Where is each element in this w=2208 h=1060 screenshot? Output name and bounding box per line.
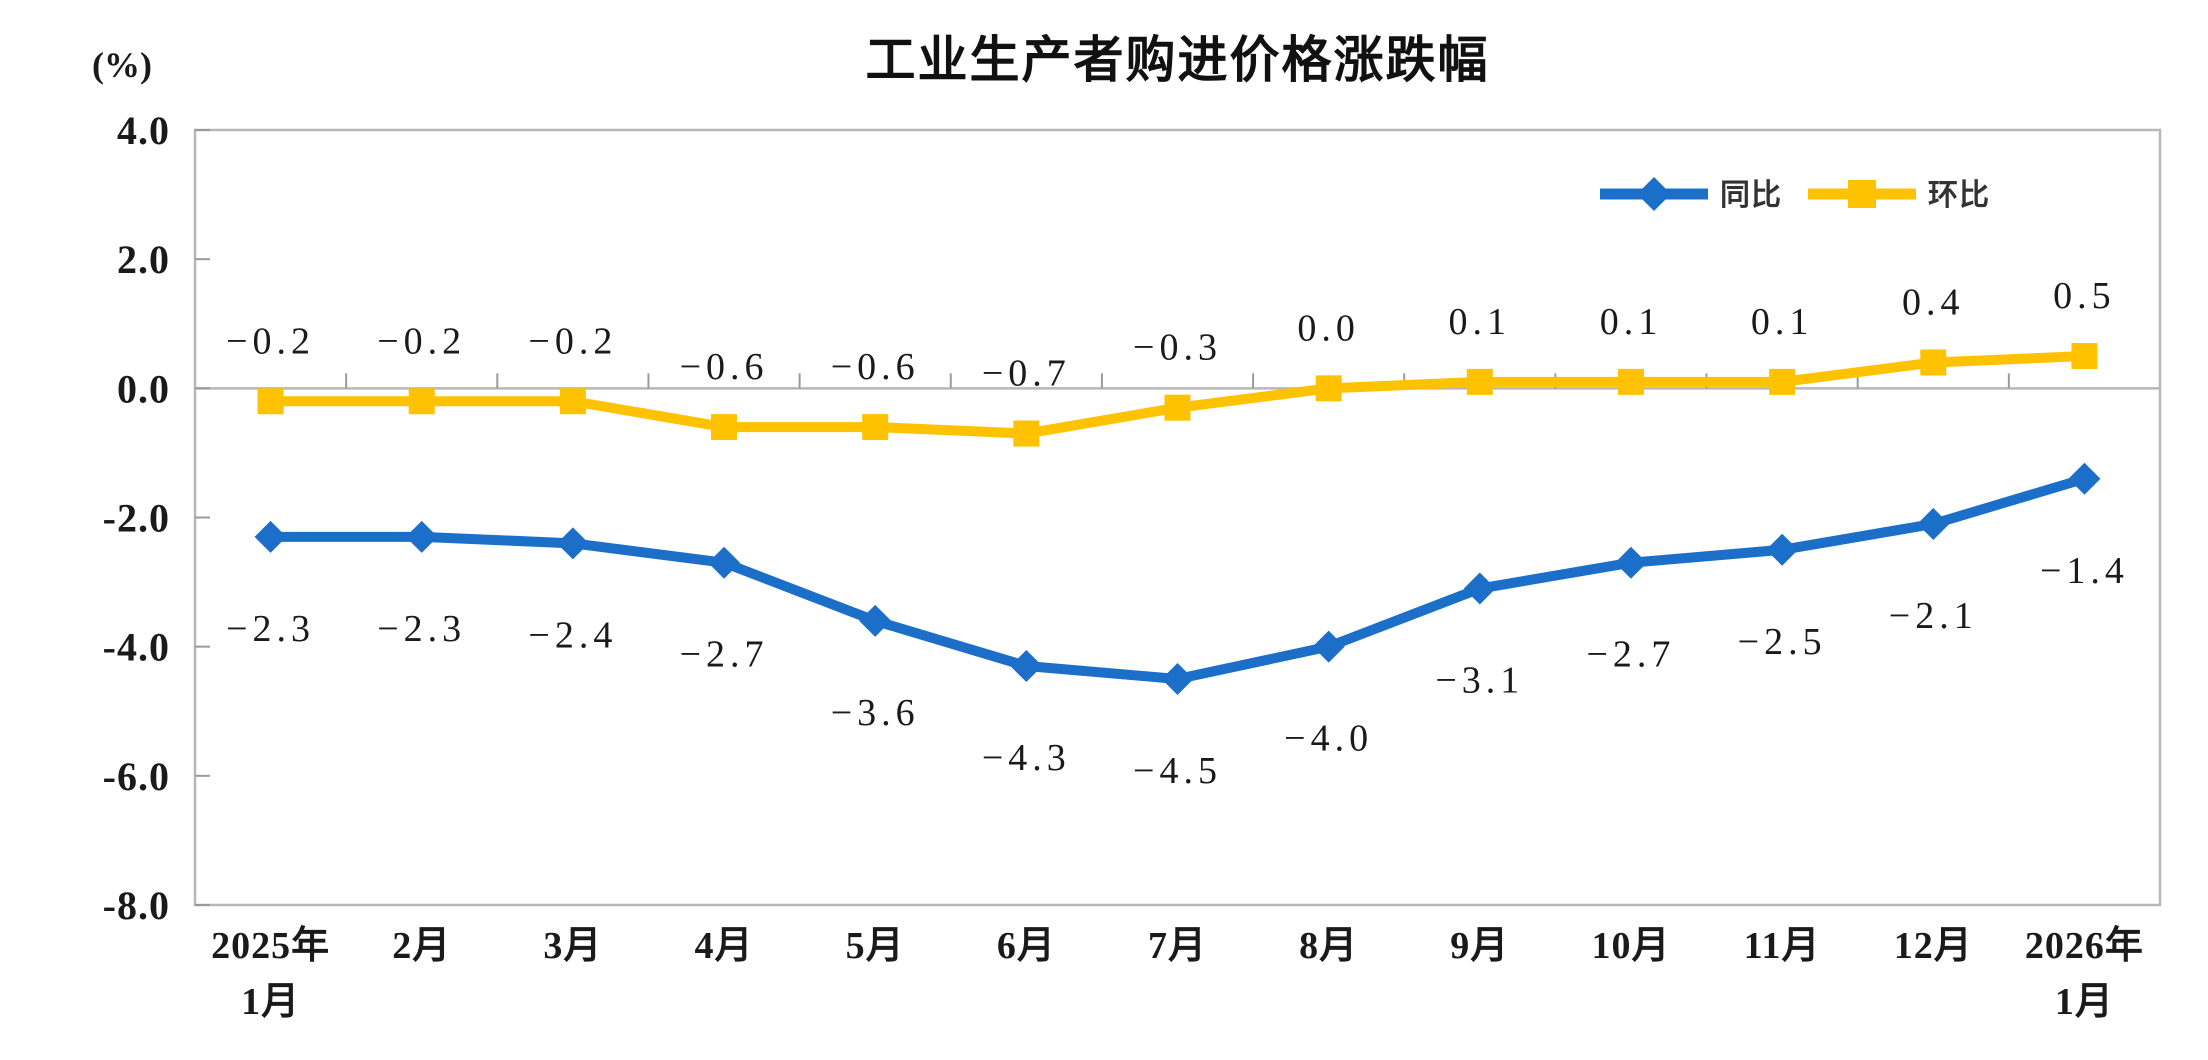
yoy-data-point-marker	[2068, 462, 2101, 495]
mom-data-point-marker	[1617, 368, 1644, 395]
mom-data-label: 0.5	[2053, 275, 2116, 317]
x-axis-label: 2026年	[2025, 925, 2144, 967]
x-axis-label: 5月	[846, 925, 905, 967]
legend-item-mom: 环比	[1808, 179, 1990, 212]
y-axis-tick-label: -4.0	[103, 625, 170, 670]
mom-data-point-marker	[1769, 368, 1796, 395]
yoy-data-point-marker	[1614, 546, 1647, 579]
mom-data-point-marker	[2071, 343, 2098, 370]
x-axis-label: 4月	[695, 925, 754, 967]
mom-data-point-marker	[1315, 375, 1342, 402]
yoy-data-label: −4.3	[982, 737, 1071, 779]
mom-data-point-marker	[257, 388, 284, 415]
yoy-data-label: −4.0	[1284, 718, 1373, 760]
x-axis-label: 1月	[2055, 981, 2114, 1023]
mom-data-label: −0.6	[680, 346, 769, 388]
yoy-data-point-marker	[859, 604, 892, 637]
y-axis-tick-label: 2.0	[117, 237, 170, 282]
mom-data-point-marker	[862, 414, 889, 441]
mom-data-label: 0.1	[1449, 301, 1512, 343]
legend-item-yoy: 同比	[1600, 177, 1782, 212]
mom-data-point-marker	[1164, 394, 1191, 421]
mom-data-point-marker	[711, 414, 738, 441]
yoy-data-label: −2.1	[1889, 595, 1978, 637]
chart-title: 工业生产者购进价格涨跌幅	[865, 32, 1490, 88]
mom-legend-marker-icon	[1848, 180, 1876, 208]
yoy-data-label: −2.5	[1738, 621, 1827, 663]
yoy-data-label: −3.1	[1435, 660, 1524, 702]
yoy-data-label: −3.6	[831, 692, 920, 734]
yoy-legend-marker-icon	[1637, 177, 1671, 211]
mom-data-label: −0.2	[528, 320, 617, 362]
x-axis-label: 11月	[1744, 925, 1821, 967]
mom-data-label: −0.6	[831, 346, 920, 388]
yoy-data-label: −1.4	[2040, 550, 2129, 592]
yoy-data-point-marker	[1766, 533, 1799, 566]
mom-legend-label: 环比	[1928, 179, 1990, 212]
mom-data-point-marker	[1466, 368, 1493, 395]
x-axis-label: 3月	[543, 925, 602, 967]
x-axis-label: 6月	[997, 925, 1056, 967]
yoy-data-point-marker	[556, 527, 589, 560]
x-axis-label: 2025年	[211, 925, 330, 967]
yoy-data-point-marker	[1010, 650, 1043, 683]
y-axis-unit-label: (%)	[92, 45, 152, 85]
mom-data-point-marker	[1013, 420, 1040, 447]
y-axis-tick-label: 4.0	[117, 108, 170, 153]
yoy-data-point-marker	[254, 520, 287, 553]
mom-data-label: −0.2	[377, 320, 466, 362]
mom-data-point-marker	[1920, 349, 1947, 376]
x-axis-label: 1月	[241, 981, 300, 1023]
mom-data-label: 0.1	[1751, 301, 1814, 343]
x-axis-label: 9月	[1450, 925, 1509, 967]
mom-data-label: 0.1	[1600, 301, 1663, 343]
y-axis-tick-label: -2.0	[103, 496, 170, 541]
yoy-data-point-marker	[1312, 630, 1345, 663]
mom-data-label: 0.4	[1902, 282, 1965, 324]
yoy-data-point-marker	[1161, 662, 1194, 695]
yoy-data-point-marker	[405, 520, 438, 553]
yoy-data-label: −4.5	[1133, 750, 1222, 792]
x-axis-label: 12月	[1894, 925, 1973, 967]
yoy-data-point-marker	[1917, 507, 1950, 540]
mom-data-label: −0.7	[982, 353, 1071, 395]
yoy-data-label: −2.3	[226, 608, 315, 650]
yoy-data-label: −2.4	[528, 614, 617, 656]
y-axis-tick-label: -8.0	[103, 883, 170, 928]
mom-data-point-marker	[559, 388, 586, 415]
yoy-data-point-marker	[708, 546, 741, 579]
x-axis-label: 8月	[1299, 925, 1358, 967]
mom-data-point-marker	[408, 388, 435, 415]
x-axis-label: 7月	[1148, 925, 1207, 967]
y-axis-tick-label: 0.0	[117, 366, 170, 411]
yoy-legend-label: 同比	[1720, 179, 1782, 212]
x-axis-label: 10月	[1591, 925, 1670, 967]
mom-data-label: 0.0	[1297, 307, 1360, 349]
yoy-data-label: −2.7	[680, 634, 769, 676]
x-axis-label: 2月	[392, 925, 451, 967]
mom-data-label: −0.2	[226, 320, 315, 362]
yoy-data-point-marker	[1463, 572, 1496, 605]
yoy-data-label: −2.7	[1586, 634, 1675, 676]
mom-data-label: −0.3	[1133, 327, 1222, 369]
yoy-data-label: −2.3	[377, 608, 466, 650]
y-axis-tick-label: -6.0	[103, 754, 170, 799]
